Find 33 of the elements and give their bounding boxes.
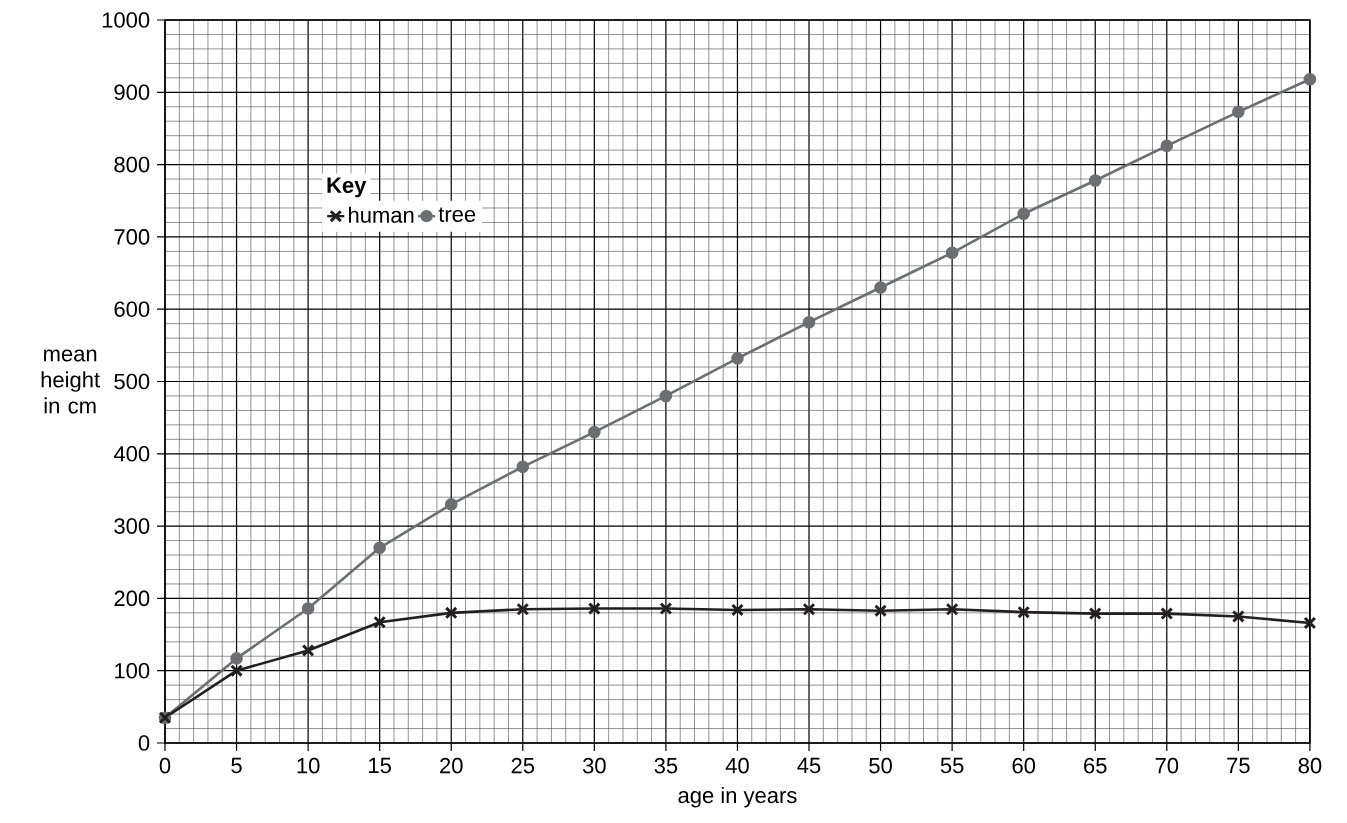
x-tick-label: 60 [1012, 757, 1036, 774]
y-tick-label: 600 [114, 301, 150, 317]
x-tick-label: 65 [1084, 757, 1107, 774]
x-tick-label: 50 [869, 757, 892, 774]
y-tick-label: 0 [138, 735, 150, 751]
y-tick-label: 1000 [102, 12, 150, 28]
x-tick-label: 45 [797, 757, 821, 774]
y-axis-title: mean height in cm [41, 349, 100, 414]
x-tick-label: 80 [1298, 757, 1322, 774]
x-tick-label: 25 [511, 757, 535, 774]
x-tick-label: 30 [582, 757, 606, 774]
x-axis-title: age in years [678, 786, 797, 808]
x-tick-label: 10 [297, 757, 320, 774]
y-tick-label: 400 [113, 446, 150, 462]
legend-label: human [349, 206, 414, 223]
x-tick-label: 55 [940, 757, 964, 774]
legend-label: tree [438, 207, 476, 222]
x-tick-label: 15 [369, 757, 391, 774]
x-tick-label: 0 [159, 757, 171, 774]
x-tick-label: 75 [1227, 757, 1250, 774]
x-tick-label: 40 [725, 757, 749, 774]
x-tick-label: 70 [1155, 757, 1179, 774]
x-tick-label: 5 [231, 757, 242, 774]
y-tick-label: 300 [114, 518, 150, 534]
y-tick-label: 200 [114, 590, 150, 607]
y-tick-label: 700 [114, 229, 150, 245]
x-tick-label: 35 [654, 757, 678, 774]
legend-title: Key [327, 177, 367, 198]
y-tick-label: 800 [114, 156, 150, 173]
x-tick-label: 20 [440, 757, 463, 774]
y-tick-label: 100 [115, 662, 150, 679]
y-tick-label: 900 [114, 84, 150, 101]
y-tick-label: 500 [114, 373, 150, 390]
